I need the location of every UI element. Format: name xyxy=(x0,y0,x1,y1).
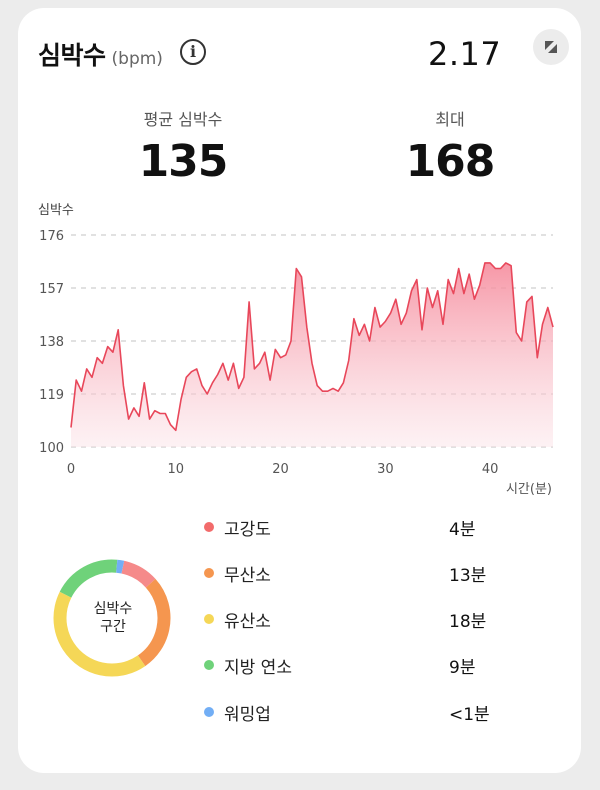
x-tick-label: 10 xyxy=(168,462,185,477)
max-value: 168 xyxy=(405,136,496,187)
expand-icon xyxy=(545,41,557,53)
zone-time: <1분 xyxy=(449,705,490,725)
heart-rate-area xyxy=(71,262,553,447)
y-axis-label: 심박수 xyxy=(38,203,74,218)
average-label: 평균 심박수 xyxy=(143,110,223,129)
y-tick-label: 176 xyxy=(39,229,64,244)
zone-dot xyxy=(204,614,214,624)
donut-center-line1: 심박수 xyxy=(93,601,133,617)
zone-time: 18분 xyxy=(449,612,487,632)
x-axis-label: 시간(분) xyxy=(506,482,552,497)
heart-rate-line xyxy=(70,262,554,432)
zone-row-aerobic: 유산소 18분 xyxy=(204,607,504,632)
zone-dot xyxy=(204,568,214,578)
title-row: 심박수 (bpm) xyxy=(38,36,163,72)
max-label: 최대 xyxy=(435,110,465,129)
zone-time: 9분 xyxy=(449,658,476,678)
zone-row-anaerobic: 무산소 13분 xyxy=(204,561,504,586)
y-tick-label: 119 xyxy=(39,388,64,403)
y-tick-label: 157 xyxy=(39,282,64,297)
x-tick-label: 30 xyxy=(377,462,394,477)
average-value: 135 xyxy=(138,136,229,187)
donut-center-line2: 구간 xyxy=(100,619,126,635)
donut-center-label: 심박수 구간 xyxy=(73,600,153,636)
zone-dot xyxy=(204,522,214,532)
donut-segment xyxy=(53,559,171,677)
zone-name: 워밍업 xyxy=(224,705,271,725)
y-tick-label: 138 xyxy=(39,335,64,350)
info-icon[interactable]: i xyxy=(180,39,206,65)
expand-button[interactable] xyxy=(533,29,569,65)
zone-row-fat-burn: 지방 연소 9분 xyxy=(204,653,504,678)
y-tick-label: 100 xyxy=(39,441,64,456)
zone-dot xyxy=(204,707,214,717)
page-title: 심박수 xyxy=(38,41,106,70)
zone-donut xyxy=(53,559,171,677)
zone-dot xyxy=(204,660,214,670)
unit-label: (bpm) xyxy=(111,49,163,69)
zone-row-warmup: 워밍업 <1분 xyxy=(204,700,504,725)
zone-time: 4분 xyxy=(449,520,476,540)
zone-time: 13분 xyxy=(449,566,487,586)
donut-segment xyxy=(53,559,171,677)
zone-name: 지방 연소 xyxy=(224,658,292,678)
x-tick-label: 40 xyxy=(482,462,499,477)
x-tick-label: 20 xyxy=(272,462,289,477)
zone-row-high: 고강도 4분 xyxy=(204,515,504,540)
x-tick-label: 0 xyxy=(67,462,75,477)
heart-rate-card: 심박수 (bpm) i 2.17 평균 심박수 135 최대 168 심박수 1… xyxy=(18,8,581,773)
date-label: 2.17 xyxy=(428,35,502,73)
zone-name: 유산소 xyxy=(224,612,271,632)
zone-name: 고강도 xyxy=(224,520,271,540)
donut-segment xyxy=(53,559,171,677)
zone-name: 무산소 xyxy=(224,566,271,586)
